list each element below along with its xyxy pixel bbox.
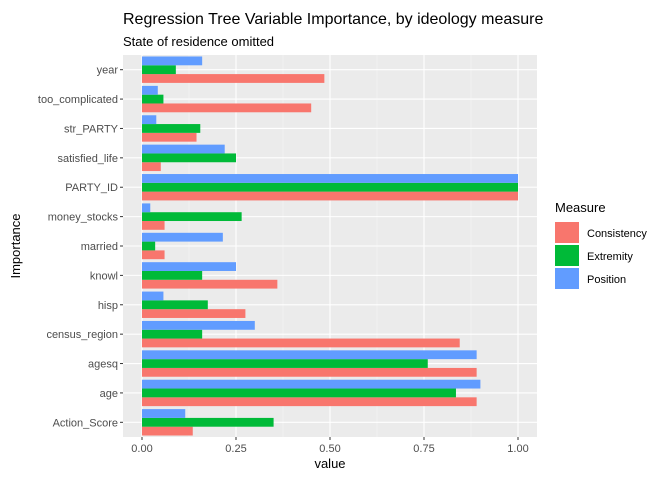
- bar-consistency-agesq: [142, 367, 477, 377]
- bar-position-year: [142, 56, 203, 66]
- bar-position-money-stocks: [142, 203, 151, 213]
- y-tick-labels: Action_Score age agesq census_region hisp kno…: [38, 65, 123, 429]
- bar-consistency-str-party: [142, 132, 197, 142]
- x-tick-label: 0.25: [225, 443, 246, 455]
- legend-key-extremity: [555, 245, 579, 266]
- x-axis-title: value: [314, 456, 345, 471]
- legend-title: Measure: [555, 200, 606, 215]
- bar-extremity-age: [142, 388, 456, 398]
- bar-position-knowl: [142, 262, 236, 271]
- legend: Measure Consistency Extremity Position: [555, 200, 647, 289]
- bar-extremity-knowl: [142, 270, 203, 280]
- bar-position-hisp: [142, 291, 164, 301]
- bar-extremity-satisfied-life: [142, 153, 236, 163]
- y-tick-label: PARTY_ID: [65, 182, 118, 194]
- bar-consistency-action-score: [142, 426, 193, 436]
- x-tick-label: 1.00: [507, 443, 528, 455]
- x-tick-label: 0.50: [319, 443, 340, 455]
- y-tick-label: year: [97, 65, 119, 77]
- y-tick-label: Action_Score: [53, 417, 118, 429]
- bar-position-age: [142, 379, 481, 389]
- bar-consistency-married: [142, 250, 165, 260]
- x-tick-label: 0.00: [131, 443, 152, 455]
- legend-label-position: Position: [587, 274, 626, 286]
- bar-extremity-party-id: [142, 182, 518, 192]
- bars-layer: [142, 56, 518, 436]
- y-tick-label: money_stocks: [48, 212, 119, 224]
- bar-extremity-married: [142, 241, 156, 251]
- bar-position-satisfied-life: [142, 144, 225, 154]
- bar-extremity-money-stocks: [142, 212, 242, 222]
- bar-consistency-age: [142, 397, 477, 407]
- bar-consistency-hisp: [142, 309, 246, 318]
- bar-position-too-complicated: [142, 85, 158, 95]
- y-tick-label: satisfied_life: [57, 153, 118, 165]
- y-tick-label: too_complicated: [38, 94, 118, 106]
- bar-position-census-region: [142, 320, 255, 330]
- bar-extremity-census-region: [142, 329, 203, 339]
- bar-consistency-knowl: [142, 279, 278, 289]
- x-tick-label: 0.75: [413, 443, 434, 455]
- y-tick-label: str_PARTY: [64, 123, 119, 135]
- y-tick-label: hisp: [98, 300, 118, 312]
- y-tick-label: age: [100, 388, 118, 400]
- bar-consistency-money-stocks: [142, 221, 165, 230]
- bar-extremity-hisp: [142, 300, 208, 310]
- bar-position-str-party: [142, 115, 157, 125]
- bar-consistency-too-complicated: [142, 103, 312, 113]
- legend-key-position: [555, 268, 579, 289]
- bar-extremity-action-score: [142, 417, 274, 427]
- chart-title: Regression Tree Variable Importance, by …: [123, 11, 543, 28]
- bar-consistency-year: [142, 74, 325, 83]
- y-tick-label: agesq: [88, 359, 118, 371]
- bar-position-action-score: [142, 409, 186, 418]
- legend-key-consistency: [555, 222, 579, 243]
- legend-label-extremity: Extremity: [587, 251, 633, 263]
- bar-position-married: [142, 232, 223, 242]
- chart-subtitle: State of residence omitted: [123, 34, 274, 49]
- bar-position-agesq: [142, 350, 477, 360]
- bar-consistency-party-id: [142, 191, 518, 201]
- bar-consistency-satisfied-life: [142, 162, 161, 172]
- y-tick-label: knowl: [90, 270, 118, 282]
- x-tick-labels: 0.00 0.25 0.50 0.75 1.00: [131, 437, 529, 455]
- bar-extremity-agesq: [142, 359, 428, 368]
- bar-consistency-census-region: [142, 338, 460, 348]
- bar-position-party-id: [142, 174, 518, 183]
- bar-extremity-year: [142, 65, 176, 75]
- y-axis-title: Importance: [8, 213, 23, 278]
- bar-extremity-too-complicated: [142, 94, 164, 104]
- bar-extremity-str-party: [142, 124, 201, 133]
- legend-label-consistency: Consistency: [587, 228, 647, 240]
- y-tick-label: married: [81, 241, 118, 253]
- y-tick-label: census_region: [46, 329, 118, 341]
